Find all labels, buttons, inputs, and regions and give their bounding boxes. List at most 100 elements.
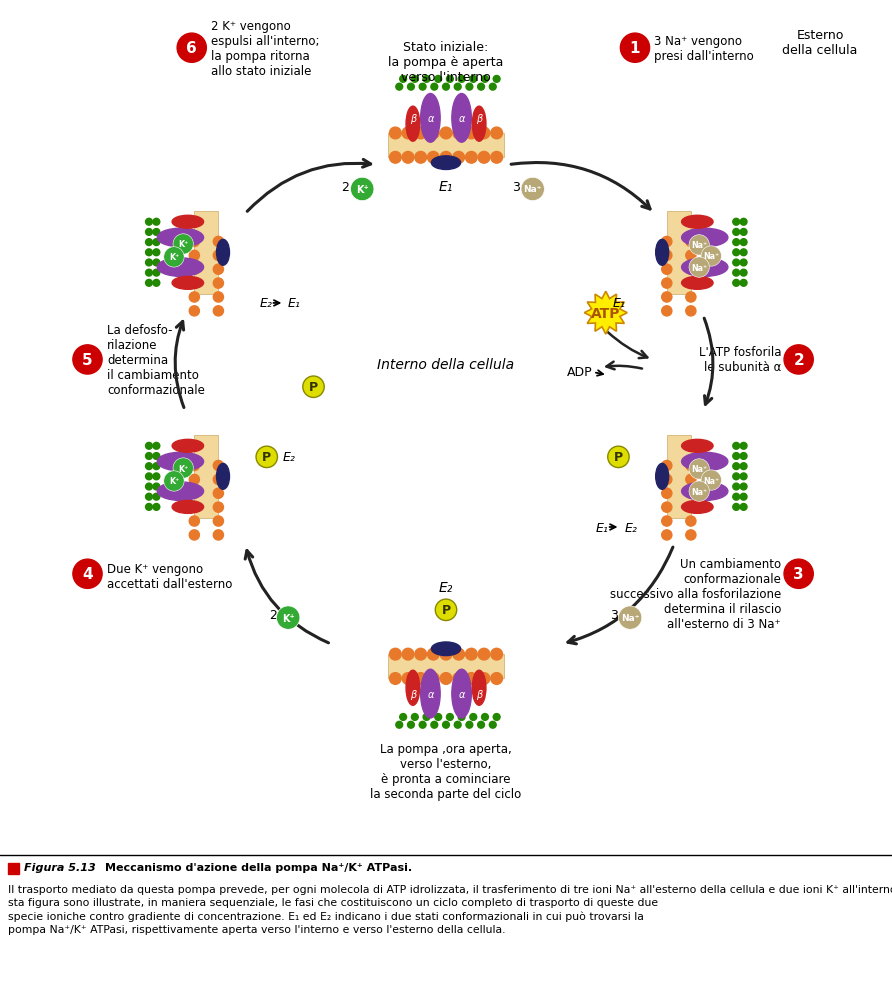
Circle shape: [733, 463, 739, 470]
Circle shape: [73, 346, 102, 375]
Circle shape: [466, 152, 477, 164]
Text: Na⁺: Na⁺: [703, 253, 719, 262]
Circle shape: [490, 721, 496, 728]
Text: La defosfo-
rilazione
determina
il cambiamento
conformazionale: La defosfo- rilazione determina il cambi…: [107, 324, 205, 397]
Circle shape: [662, 516, 672, 527]
Circle shape: [740, 443, 747, 450]
Circle shape: [740, 239, 747, 246]
Ellipse shape: [172, 440, 203, 453]
Circle shape: [740, 281, 747, 287]
Circle shape: [189, 516, 200, 527]
Ellipse shape: [681, 229, 728, 247]
Circle shape: [153, 484, 160, 490]
Circle shape: [686, 237, 696, 247]
Circle shape: [427, 128, 439, 139]
Circle shape: [477, 84, 484, 91]
Text: 3 Na⁺ vengono
presi dall'interno: 3 Na⁺ vengono presi dall'interno: [655, 35, 755, 63]
Circle shape: [662, 307, 672, 317]
Text: K⁺: K⁺: [178, 464, 188, 473]
Ellipse shape: [681, 482, 728, 501]
Text: 4: 4: [82, 567, 93, 582]
Circle shape: [189, 503, 200, 513]
Circle shape: [415, 152, 426, 164]
Circle shape: [442, 84, 450, 91]
Text: K⁺: K⁺: [178, 240, 188, 249]
Circle shape: [689, 235, 709, 256]
Circle shape: [145, 219, 153, 225]
Text: 2: 2: [268, 608, 277, 621]
Text: 3: 3: [512, 180, 520, 193]
Ellipse shape: [452, 669, 471, 718]
Circle shape: [686, 503, 696, 513]
Circle shape: [662, 475, 672, 485]
Ellipse shape: [157, 229, 203, 247]
Circle shape: [733, 260, 739, 267]
Ellipse shape: [421, 669, 440, 718]
Circle shape: [740, 494, 747, 501]
Circle shape: [419, 84, 426, 91]
Circle shape: [440, 648, 452, 660]
Circle shape: [153, 474, 160, 480]
Circle shape: [453, 673, 465, 684]
Circle shape: [618, 606, 642, 629]
Text: Na⁺: Na⁺: [691, 465, 707, 474]
Text: β: β: [409, 114, 416, 123]
Circle shape: [153, 463, 160, 470]
Text: E₁: E₁: [613, 298, 625, 311]
Bar: [194, 211, 219, 295]
Circle shape: [189, 475, 200, 485]
Circle shape: [302, 377, 324, 398]
Circle shape: [740, 484, 747, 490]
Circle shape: [164, 247, 184, 268]
Ellipse shape: [472, 670, 486, 705]
Circle shape: [145, 281, 153, 287]
Text: Meccanismo d'azione della pompa Na⁺/K⁺ ATPasi.: Meccanismo d'azione della pompa Na⁺/K⁺ A…: [105, 862, 412, 872]
Circle shape: [189, 461, 200, 471]
Circle shape: [740, 504, 747, 511]
Circle shape: [686, 307, 696, 317]
Circle shape: [213, 265, 224, 275]
Text: Na⁺: Na⁺: [703, 476, 719, 485]
Text: α: α: [458, 689, 465, 698]
Circle shape: [408, 84, 415, 91]
Circle shape: [686, 265, 696, 275]
Circle shape: [686, 461, 696, 471]
Circle shape: [189, 307, 200, 317]
Circle shape: [423, 76, 430, 83]
Circle shape: [453, 648, 465, 660]
Circle shape: [733, 239, 739, 246]
Circle shape: [153, 443, 160, 450]
Circle shape: [453, 152, 465, 164]
Ellipse shape: [157, 453, 203, 471]
Circle shape: [415, 673, 426, 684]
Circle shape: [402, 673, 414, 684]
Circle shape: [213, 250, 224, 262]
Ellipse shape: [681, 453, 728, 471]
Bar: [387, 134, 505, 158]
Circle shape: [408, 721, 415, 728]
Circle shape: [490, 84, 496, 91]
Ellipse shape: [472, 107, 486, 142]
Circle shape: [390, 152, 401, 164]
Ellipse shape: [681, 259, 728, 278]
Text: Interno della cellula: Interno della cellula: [377, 358, 515, 372]
Circle shape: [440, 673, 452, 684]
Circle shape: [458, 713, 465, 720]
Text: Stato iniziale:
la pompa è aperta
verso l'interno: Stato iniziale: la pompa è aperta verso …: [388, 41, 504, 84]
Ellipse shape: [172, 501, 203, 514]
Circle shape: [478, 648, 490, 660]
Text: E₁: E₁: [439, 180, 453, 193]
Circle shape: [493, 713, 500, 720]
Text: Esterno
della cellula: Esterno della cellula: [782, 29, 858, 57]
Circle shape: [470, 76, 476, 83]
Circle shape: [390, 673, 401, 684]
Circle shape: [434, 713, 442, 720]
Text: 3: 3: [609, 608, 617, 621]
Circle shape: [145, 443, 153, 450]
Ellipse shape: [157, 259, 203, 278]
Circle shape: [213, 307, 224, 317]
Circle shape: [466, 648, 477, 660]
Circle shape: [431, 721, 438, 728]
Text: 2 K⁺ vengono
espulsi all'interno;
la pompa ritorna
allo stato iniziale: 2 K⁺ vengono espulsi all'interno; la pom…: [211, 20, 319, 77]
Circle shape: [458, 76, 465, 83]
